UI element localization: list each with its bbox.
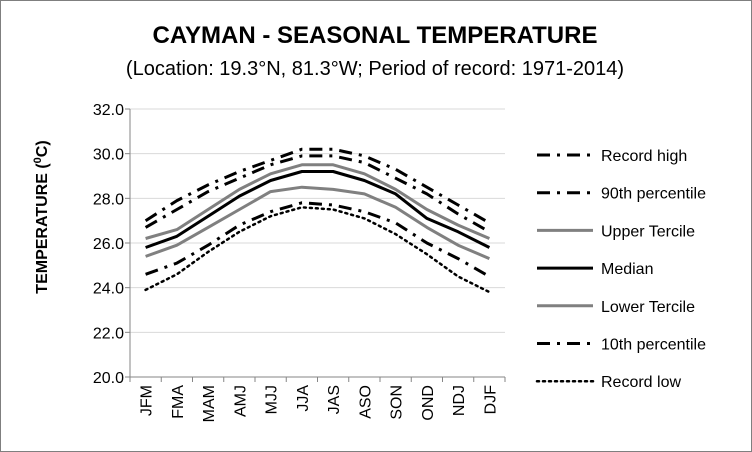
- series-line-90th-percentile: [144, 154, 491, 234]
- y-axis-title: TEMPERATURE (0C): [32, 140, 51, 293]
- legend-label: Record high: [601, 148, 687, 165]
- y-axis-title-end: C): [34, 140, 51, 157]
- axes: [125, 108, 506, 382]
- x-tick-label: DJF: [482, 385, 499, 415]
- y-tick-label: 24.0: [93, 281, 124, 298]
- series-line-record-low: [144, 206, 491, 294]
- y-axis-title-main: TEMPERATURE (: [34, 163, 51, 294]
- legend-label: 90th percentile: [601, 186, 706, 203]
- legend: Record high 90th percentile Upper Tercile M…: [535, 148, 706, 391]
- y-tick-labels: 20.0 22.0 24.0 26.0 28.0 30.0 32.0: [93, 102, 124, 387]
- legend-label: Upper Tercile: [601, 223, 695, 240]
- x-tick-label: NDJ: [451, 385, 468, 416]
- x-tick-label: MJJ: [264, 385, 281, 414]
- legend-label: Lower Tercile: [601, 299, 695, 316]
- x-tick-label: ASO: [357, 385, 374, 419]
- series-line-median: [145, 170, 491, 249]
- x-tick-label: OND: [420, 385, 437, 421]
- y-tick-label: 20.0: [93, 370, 124, 387]
- x-tick-label: MAM: [201, 385, 218, 422]
- x-tick-label: FMA: [170, 385, 187, 419]
- series-line-10th-percentile: [145, 201, 491, 278]
- legend-label: 10th percentile: [601, 337, 706, 354]
- x-tick-label: JFM: [139, 385, 156, 416]
- y-tick-label: 28.0: [93, 191, 124, 208]
- x-tick-label: JJA: [295, 385, 312, 412]
- chart-subtitle: (Location: 19.3°N, 81.3°W; Period of rec…: [125, 58, 625, 80]
- legend-label: Median: [601, 261, 653, 278]
- grid-lines: [130, 108, 505, 333]
- series-line-upper-tercile: [145, 163, 490, 240]
- chart-title: CAYMAN - SEASONAL TEMPERATURE: [152, 22, 598, 49]
- series-line-record-high: [144, 147, 491, 225]
- series-lines: [144, 147, 491, 294]
- y-tick-label: 22.0: [93, 325, 124, 342]
- legend-label: Record low: [601, 374, 681, 391]
- y-tick-label: 32.0: [93, 102, 124, 119]
- x-tick-label: JAS: [326, 385, 343, 414]
- y-tick-label: 30.0: [93, 147, 124, 164]
- y-tick-label: 26.0: [93, 236, 124, 253]
- series-line-lower-tercile: [145, 185, 490, 260]
- x-tick-label: AMJ: [232, 385, 249, 417]
- x-tick-labels: JFM FMA MAM AMJ MJJ JJA JAS ASO SON OND NDJ DJF: [139, 385, 500, 423]
- x-tick-label: SON: [389, 385, 406, 420]
- y-axis-title-superscript: 0: [32, 157, 44, 163]
